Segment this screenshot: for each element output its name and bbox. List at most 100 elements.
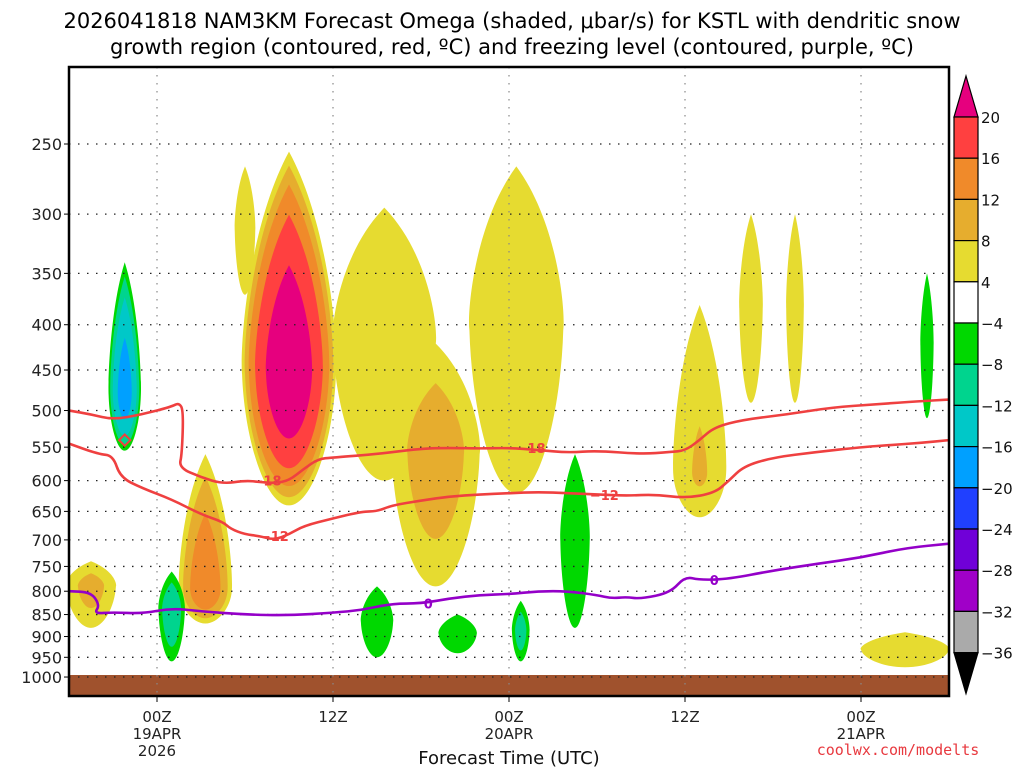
x-tick-label-48-line1: 21APR (837, 725, 886, 743)
omega-shade-sinking-19APR-low-level--8 (162, 582, 182, 647)
y-axis: 250 300 350 400 450 500 550 600 650 700 750 800 850 9… (21, 135, 69, 687)
x-tick-label-48-line0: 00Z (846, 708, 875, 726)
omega-shade-upper-twin-20APR-level-4 (469, 166, 564, 494)
omega-feature-main-upward-core (241, 151, 337, 506)
y-tick-label-850: 850 (31, 606, 62, 625)
y-tick-label-300: 300 (31, 205, 62, 224)
credit-text: coolwx.com/modelts (817, 741, 980, 759)
ground-surface (69, 675, 949, 696)
colorbar-bin-4-to-8 (953, 240, 979, 283)
x-tick-label-24-line1: 20APR (485, 725, 534, 743)
omega-shade-sinking-20APR-low-b-level--4 (438, 614, 477, 654)
contour-label-layer: −18 −12 −18 −12 0 0 (117, 433, 719, 613)
colorbar-label--24: −24 (981, 521, 1013, 539)
y-tick-label-400: 400 (31, 316, 62, 335)
omega-shade-main-upward-core-level-20 (265, 265, 313, 439)
y-tick-label-550: 550 (31, 438, 62, 457)
colorbar-bin-16-to-20 (953, 116, 979, 159)
colorbar-label--16: −16 (981, 439, 1013, 457)
omega-shade-low-level-rise-early-level-8 (77, 573, 105, 609)
omega-feature-upper-plume-a (234, 166, 256, 295)
omega-shade-sinking-21APR-upper-level--4 (920, 273, 934, 419)
omega-feature-sinking-20APR-low-b (438, 614, 477, 654)
y-tick-label-1000: 1000 (21, 668, 62, 687)
y-tick-label-650: 650 (31, 502, 62, 521)
colorbar-top-triangle (953, 73, 979, 118)
x-axis-title: Forecast Time (UTC) (418, 748, 599, 768)
colorbar-bin--24-to--20 (953, 487, 979, 530)
y-tick-label-450: 450 (31, 361, 62, 380)
colorbar-bin--36-to--32 (953, 610, 979, 654)
grid-layer (69, 67, 949, 696)
colorbar-bin-12-to-16 (953, 157, 979, 200)
colorbar-bin--20-to--16 (953, 446, 979, 489)
y-tick-label-500: 500 (31, 402, 62, 421)
contour-freezing-level-0C (69, 542, 949, 617)
x-tick-label-12-line0: 12Z (318, 708, 347, 726)
y-tick-label-700: 700 (31, 531, 62, 550)
colorbar-label-16: 16 (981, 150, 1000, 168)
colorbar-label--28: −28 (981, 562, 1013, 580)
colorbar-label--20: −20 (981, 480, 1013, 498)
colorbar-label-20: 20 (981, 109, 1000, 127)
y-tick-label-800: 800 (31, 582, 62, 601)
omega-shade-sinking-19APR-upper-level--16 (117, 337, 132, 419)
chart-title-line-1: 2026041818 NAM3KM Forecast Omega (shaded… (63, 9, 960, 33)
omega-shade-sinking-20APR-mid-level--4 (560, 454, 590, 628)
contour-label: −18 (253, 475, 282, 490)
omega-shading-layer (69, 151, 949, 668)
colorbar-label-12: 12 (981, 191, 1000, 209)
omega-feature-sinking-21APR-upper (920, 273, 934, 419)
colorbar-bin--16-to--12 (953, 404, 979, 448)
omega-feature-late-upper-plume-2 (786, 214, 804, 403)
contour-label: −18 (517, 442, 546, 457)
contour-label: 0 (424, 598, 433, 613)
contour-marker (117, 433, 132, 448)
colorbar-bin--32-to--28 (953, 569, 979, 613)
omega-feature-upper-twin-20APR (469, 166, 564, 494)
x-tick-label-0-line1: 19APR (133, 725, 182, 743)
omega-feature-sinking-19APR-upper (108, 262, 142, 451)
omega-feature-sinking-20APR-low (511, 600, 530, 662)
contour-label: −12 (260, 530, 289, 545)
colorbar-bin--4-to-4 (953, 281, 979, 324)
x-tick-label-36-line0: 12Z (670, 708, 699, 726)
omega-shade-late-upper-plume-level-4 (739, 214, 763, 403)
chart-title-line-2: growth region (contoured, red, ºC) and f… (110, 35, 914, 59)
omega-feature-boundary-layer-21APR (860, 632, 949, 668)
colorbar-label--4: −4 (981, 315, 1003, 333)
colorbar-bin-8-to-12 (953, 198, 979, 242)
colorbar-bottom-triangle (953, 652, 979, 696)
colorbar-bin--8-to--4 (953, 322, 979, 365)
omega-shade-low-level-rise-19APR-level-12 (190, 513, 221, 610)
y-tick-label-600: 600 (31, 472, 62, 491)
omega-feature-sinking-19APR-low (158, 571, 185, 662)
colorbar-label-8: 8 (981, 233, 991, 251)
y-tick-label-250: 250 (31, 135, 62, 154)
x-tick-label-0-line0: 00Z (142, 708, 171, 726)
y-tick-label-950: 950 (31, 648, 62, 667)
colorbar-bin--12-to--8 (953, 363, 979, 407)
x-tick-label-0-line2: 2026 (138, 742, 176, 760)
contour-dgz-minus18 (69, 398, 949, 485)
colorbar-label--36: −36 (981, 645, 1013, 663)
y-tick-label-900: 900 (31, 628, 62, 647)
x-tick-label-24-line0: 00Z (494, 708, 523, 726)
omega-shade-sinking-20APR-low-level--8 (515, 611, 527, 651)
y-tick-label-750: 750 (31, 557, 62, 576)
colorbar-bin--28-to--24 (953, 528, 979, 571)
colorbar: 20 16 12 8 4 −4 −8 −12 −16 −20 −24 −28 −32 −36 (953, 73, 1013, 696)
colorbar-label--12: −12 (981, 397, 1013, 415)
contour-label: 0 (710, 574, 719, 589)
y-tick-label-350: 350 (31, 264, 62, 283)
omega-feature-sinking-20APR-mid (560, 454, 590, 628)
omega-shade-boundary-layer-21APR-level-4 (860, 632, 949, 668)
contour-dgz-minus12 (69, 438, 949, 541)
colorbar-label-4: 4 (981, 274, 991, 292)
colorbar-label--32: −32 (981, 603, 1013, 621)
omega-feature-late-upper-plume (739, 214, 763, 403)
colorbar-label--8: −8 (981, 356, 1003, 374)
omega-shade-upper-plume-a-level-4 (234, 166, 256, 295)
